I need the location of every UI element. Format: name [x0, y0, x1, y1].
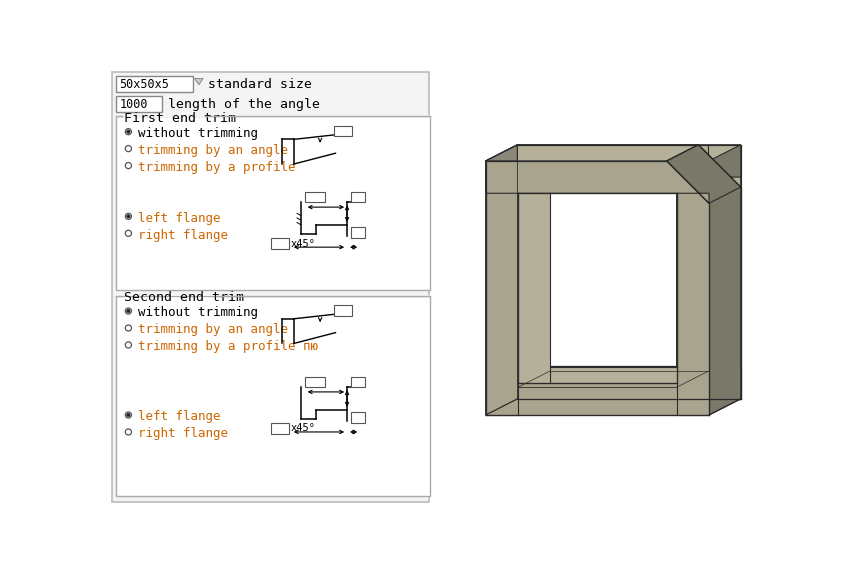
- Polygon shape: [518, 367, 708, 383]
- Text: right flange: right flange: [138, 228, 228, 242]
- Text: trimming by an angle: trimming by an angle: [138, 323, 287, 336]
- Polygon shape: [518, 145, 740, 177]
- Bar: [116, 96, 162, 112]
- Circle shape: [127, 130, 130, 134]
- Bar: [116, 296, 430, 496]
- Polygon shape: [518, 145, 550, 399]
- Polygon shape: [518, 177, 550, 383]
- Text: 50x50x5: 50x50x5: [119, 78, 169, 91]
- Text: trimming by a profile: trimming by a profile: [138, 161, 295, 174]
- Text: First end trim: First end trim: [124, 112, 235, 124]
- Polygon shape: [518, 367, 740, 399]
- Circle shape: [125, 429, 132, 435]
- Text: 1000: 1000: [119, 98, 148, 111]
- Text: right flange: right flange: [138, 427, 228, 440]
- Text: x45°: x45°: [291, 239, 316, 249]
- Text: 10: 10: [273, 239, 286, 249]
- Polygon shape: [708, 145, 740, 399]
- Text: trimming by a profile пю: trimming by a profile пю: [138, 340, 318, 353]
- Polygon shape: [195, 79, 203, 85]
- Bar: [304, 376, 325, 387]
- Text: 50: 50: [308, 377, 320, 387]
- Circle shape: [125, 308, 132, 314]
- Text: 10: 10: [273, 424, 286, 433]
- Text: 5: 5: [354, 413, 360, 423]
- Bar: [271, 423, 289, 433]
- Bar: [112, 73, 429, 502]
- Bar: [116, 115, 430, 117]
- Circle shape: [125, 163, 132, 168]
- Bar: [351, 376, 365, 387]
- Polygon shape: [518, 145, 740, 187]
- Bar: [116, 115, 123, 117]
- Polygon shape: [485, 145, 740, 161]
- Text: 5: 5: [354, 192, 360, 203]
- Circle shape: [125, 128, 132, 135]
- Polygon shape: [485, 383, 709, 415]
- Polygon shape: [485, 145, 518, 415]
- Text: left flange: left flange: [138, 212, 220, 225]
- Polygon shape: [666, 145, 740, 203]
- Bar: [351, 227, 365, 238]
- Circle shape: [125, 230, 132, 236]
- Bar: [116, 116, 430, 289]
- Text: standard size: standard size: [208, 78, 313, 91]
- Polygon shape: [518, 177, 708, 193]
- Text: 5: 5: [354, 377, 360, 387]
- Polygon shape: [677, 177, 708, 383]
- Circle shape: [125, 412, 132, 418]
- Circle shape: [125, 342, 132, 348]
- Circle shape: [127, 309, 130, 313]
- Circle shape: [125, 146, 132, 152]
- Polygon shape: [485, 367, 740, 383]
- Text: without trimming: without trimming: [138, 127, 258, 140]
- Text: 45: 45: [337, 126, 349, 136]
- Text: left flange: left flange: [138, 411, 220, 424]
- Bar: [351, 192, 365, 203]
- Polygon shape: [485, 161, 709, 203]
- Circle shape: [127, 215, 130, 218]
- Text: length of the angle: length of the angle: [168, 98, 320, 111]
- Text: 5: 5: [354, 228, 360, 238]
- Text: without trimming: without trimming: [138, 307, 258, 319]
- Text: 45: 45: [337, 305, 349, 316]
- Text: x45°: x45°: [291, 424, 316, 433]
- Text: Second end trim: Second end trim: [124, 291, 244, 304]
- Bar: [334, 305, 353, 316]
- Polygon shape: [677, 161, 709, 415]
- Bar: [271, 238, 289, 249]
- Polygon shape: [709, 145, 740, 415]
- Polygon shape: [485, 161, 518, 415]
- Polygon shape: [485, 161, 709, 193]
- Polygon shape: [518, 367, 708, 383]
- Circle shape: [127, 413, 130, 417]
- Bar: [116, 295, 430, 296]
- Text: 50: 50: [308, 192, 320, 203]
- Bar: [334, 126, 353, 136]
- Circle shape: [125, 214, 132, 219]
- Polygon shape: [518, 177, 708, 193]
- Text: trimming by an angle: trimming by an angle: [138, 144, 287, 157]
- Bar: [304, 192, 325, 203]
- Bar: [116, 76, 193, 91]
- Circle shape: [125, 325, 132, 331]
- Bar: [351, 412, 365, 423]
